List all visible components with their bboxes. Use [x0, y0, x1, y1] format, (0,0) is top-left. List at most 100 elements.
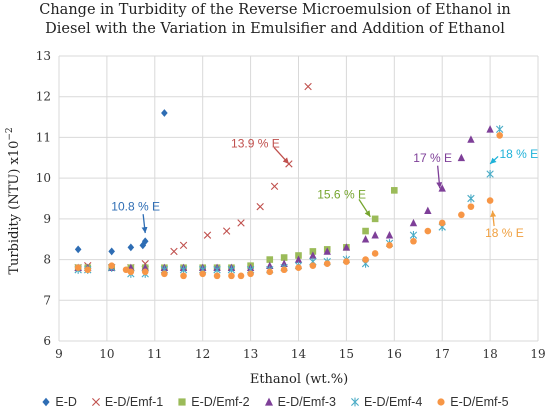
data-point	[266, 268, 274, 276]
y-tick-label: 10	[36, 171, 51, 185]
data-point	[371, 215, 379, 223]
data-point	[139, 241, 147, 250]
data-point	[343, 258, 350, 265]
data-point	[256, 202, 264, 211]
annotation-label: 10.8 % E	[111, 200, 160, 214]
data-point	[179, 265, 188, 274]
legend-marker-shape	[350, 397, 359, 407]
data-point	[237, 219, 245, 227]
legend-label: E-D/Emf-4	[363, 395, 423, 409]
annotation-label: 13.9 % E	[231, 137, 280, 151]
data-point	[496, 132, 503, 139]
x-tick-label: 9	[55, 347, 63, 361]
data-point	[495, 125, 504, 134]
data-point	[467, 203, 475, 210]
scatter-chart: 9 10 11 12 13 14 15 16 17 18 19 6 7 8 9 10 11 12 13 10.8 …	[5, 49, 546, 387]
legend-marker	[178, 398, 186, 406]
legend-marker	[264, 397, 273, 406]
data-point	[228, 272, 235, 280]
data-point	[141, 268, 149, 276]
data-point	[161, 270, 168, 278]
legend-marker-shape	[264, 397, 273, 406]
data-point	[309, 262, 317, 269]
series-e-d-emf-3	[74, 125, 494, 272]
data-series	[74, 82, 504, 280]
data-point	[371, 231, 379, 239]
x-tick-label: 18	[482, 347, 497, 361]
legend-marker-shape	[42, 397, 50, 407]
annotations: 10.8 % E 13.9 % E 15.6 % E 17 % E 18 % E 18 %…	[111, 137, 538, 241]
x-tick-label: 11	[147, 347, 162, 361]
data-point	[362, 227, 369, 235]
legend-item: E-D/Emf-3	[264, 392, 336, 412]
y-tick-label: 13	[36, 49, 51, 63]
y-axis-label: Turbidity (NTU) x10−2	[5, 127, 22, 274]
data-point	[74, 264, 82, 272]
legend-label: E-D/Emf-2	[191, 395, 250, 409]
grid-lines	[58, 55, 539, 342]
series-e-d-emf-1	[74, 82, 312, 272]
data-point	[391, 187, 398, 194]
data-point	[371, 250, 379, 257]
legend-marker-shape	[178, 398, 186, 406]
data-point	[170, 247, 178, 256]
data-point	[386, 242, 393, 249]
annotation-label: 18 % E	[499, 147, 538, 161]
data-point	[410, 237, 417, 245]
data-point	[213, 272, 221, 280]
annotation-arrow	[490, 210, 497, 227]
data-point	[84, 266, 92, 274]
data-point	[222, 227, 231, 235]
data-point	[294, 255, 303, 263]
data-point	[280, 254, 288, 261]
annotation-arrow	[436, 165, 443, 189]
legend-label: E-D/Emf-5	[450, 395, 509, 409]
data-point	[323, 260, 331, 267]
y-axis-label-main: Turbidity (NTU) x10	[7, 141, 22, 275]
legend-marker-shape	[437, 398, 445, 406]
data-point	[457, 153, 466, 162]
data-point	[409, 231, 418, 240]
y-tick-label: 7	[43, 293, 51, 307]
legend-marker-shape	[91, 398, 100, 406]
data-point	[385, 231, 394, 239]
legend-label: E-D/Emf-1	[104, 395, 164, 409]
legend-label: E-D/Emf-3	[277, 395, 336, 409]
y-tick-labels: 6 7 8 9 10 11 12 13	[36, 49, 51, 348]
chart-title-line-1: Change in Turbidity of the Reverse Micro…	[39, 2, 511, 18]
y-tick-label: 12	[36, 90, 51, 104]
data-point	[280, 266, 288, 274]
data-point	[180, 272, 187, 280]
data-point	[342, 243, 351, 251]
annotation-arrow	[141, 214, 148, 234]
data-point	[362, 256, 369, 263]
legend-item: E-D/Emf-5	[436, 392, 509, 412]
data-point	[108, 262, 115, 269]
data-point	[295, 264, 302, 272]
data-point	[361, 235, 370, 243]
legend-marker	[350, 397, 359, 407]
x-tick-label: 13	[243, 347, 258, 361]
legend-item: E-D/Emf-2	[177, 392, 250, 412]
data-point	[458, 211, 465, 219]
y-tick-label: 6	[43, 334, 51, 348]
chart-title-line-2: Diesel with the Variation in Emulsifier …	[45, 21, 505, 37]
annotation-label: 17 % E	[413, 151, 452, 165]
x-tick-label: 15	[339, 347, 354, 361]
data-point	[199, 270, 206, 278]
data-point	[304, 82, 312, 91]
data-point	[203, 231, 212, 239]
legend-label: E-D	[55, 395, 77, 409]
x-tick-label: 14	[291, 347, 307, 361]
data-point	[424, 206, 432, 215]
data-point	[247, 270, 254, 278]
data-point	[179, 241, 188, 250]
y-tick-label: 11	[36, 130, 51, 144]
x-axis-label: Ethanol (wt.%)	[250, 372, 348, 387]
data-point	[309, 251, 317, 259]
x-tick-labels: 9 10 11 12 13 14 15 16 17 18 19	[55, 347, 545, 361]
x-tick-label: 19	[530, 347, 545, 361]
data-point	[438, 219, 446, 227]
data-point	[266, 256, 274, 263]
series-e-d	[74, 109, 168, 256]
